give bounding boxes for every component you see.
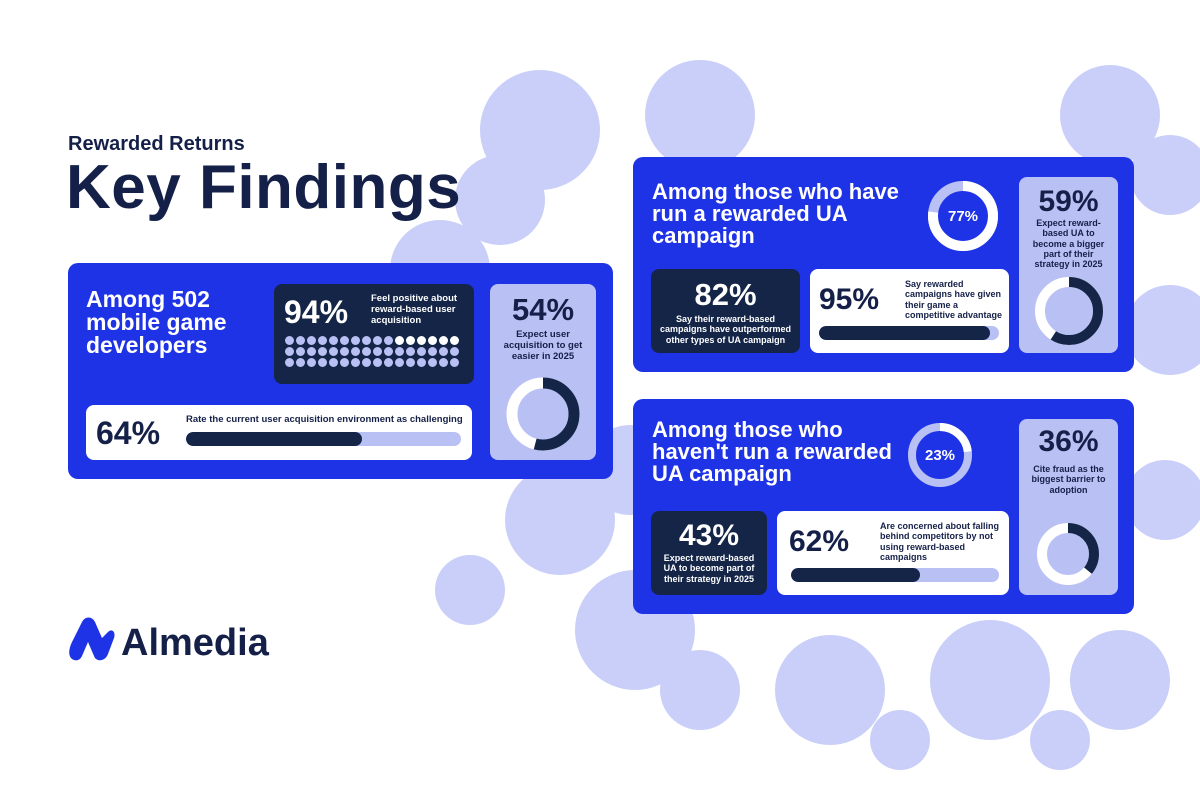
panel-heading: Among 502 mobile game developers	[86, 286, 227, 358]
dot	[373, 358, 382, 367]
ring-label: 23%	[925, 447, 955, 464]
panel-heading: Among those who have run a rewarded UA c…	[652, 179, 899, 248]
dot	[329, 358, 338, 367]
dot	[307, 358, 316, 367]
dot	[318, 358, 327, 367]
report-kicker: Rewarded Returns	[68, 133, 245, 155]
dot	[318, 336, 327, 345]
dot	[340, 358, 349, 367]
dot	[296, 358, 305, 367]
ring-77: 77%	[928, 181, 998, 251]
stat-card-54: 54% Expect user acquisition to get easie…	[490, 284, 596, 460]
dot	[285, 336, 294, 345]
stat-value: 54%	[511, 292, 575, 327]
dot	[439, 336, 448, 345]
dot	[340, 336, 349, 345]
panel-heading: Among those who haven't run a rewarded U…	[652, 417, 892, 486]
stat-description: Rate the current user acquisition enviro…	[186, 414, 463, 425]
donut-54	[506, 377, 580, 451]
stat-card-95: 95% Say rewarded campaigns have given th…	[810, 269, 1009, 353]
dot	[285, 358, 294, 367]
dot	[362, 336, 371, 345]
progress-fill	[791, 568, 920, 582]
stat-value: 95%	[819, 283, 880, 316]
dot	[285, 347, 294, 356]
dot	[351, 358, 360, 367]
stat-description: Feel positive about reward-based user ac…	[371, 293, 458, 326]
stat-value: 64%	[96, 415, 161, 451]
dot	[384, 347, 393, 356]
dot	[450, 347, 459, 356]
progress-bar-64	[186, 432, 461, 446]
stat-card-59: 59% Expect reward-based UA to become a b…	[1019, 177, 1118, 353]
stat-value: 43%	[678, 519, 740, 552]
donut-36	[1037, 523, 1099, 585]
stat-description: Say rewarded campaigns have given their …	[905, 279, 1003, 321]
dot	[362, 347, 371, 356]
dot	[373, 336, 382, 345]
dot	[329, 336, 338, 345]
dot	[384, 358, 393, 367]
stat-value: 59%	[1038, 185, 1099, 218]
stat-card-36: 36% Cite fraud as the biggest barrier to…	[1019, 419, 1118, 595]
dot	[329, 347, 338, 356]
progress-bar-62	[791, 568, 999, 582]
dot	[351, 347, 360, 356]
stat-value: 94%	[284, 294, 349, 330]
dot	[351, 336, 360, 345]
almedia-logo-icon	[69, 617, 115, 661]
stat-value: 36%	[1038, 425, 1099, 458]
dot	[307, 347, 316, 356]
stat-value: 82%	[694, 277, 757, 312]
progress-fill	[186, 432, 362, 446]
dot	[395, 336, 404, 345]
dot	[395, 358, 404, 367]
dot	[307, 336, 316, 345]
dot	[450, 358, 459, 367]
ring-23: 23%	[908, 423, 972, 487]
stat-description: Cite fraud as the biggest barrier to ado…	[1031, 464, 1106, 495]
stat-card-82: 82% Say their reward-based campaigns hav…	[651, 269, 800, 353]
dot	[428, 347, 437, 356]
dot	[296, 347, 305, 356]
panel-have-run: Among those who have run a rewarded UA c…	[633, 157, 1134, 372]
dot	[428, 336, 437, 345]
stat-card-43: 43% Expect reward-based UA to become par…	[651, 511, 767, 595]
dot	[318, 347, 327, 356]
dot	[373, 347, 382, 356]
stat-description: Expect reward-based UA to become a bigge…	[1032, 218, 1105, 270]
dot	[406, 336, 415, 345]
panel-all-developers: Among 502 mobile game developers 94% Fee…	[68, 263, 613, 479]
panel-not-run: Among those who haven't run a rewarded U…	[633, 399, 1134, 614]
dot	[362, 358, 371, 367]
progress-bar-95	[819, 326, 999, 340]
dot	[406, 358, 415, 367]
stat-description: Expect user acquisition to get easier in…	[503, 329, 583, 362]
dot	[439, 347, 448, 356]
dot	[384, 336, 393, 345]
progress-fill	[819, 326, 990, 340]
dot	[417, 336, 426, 345]
stat-card-64: 64% Rate the current user acquisition en…	[86, 405, 472, 460]
dot	[417, 358, 426, 367]
dot	[417, 347, 426, 356]
dot	[428, 358, 437, 367]
stat-description: Are concerned about falling behind compe…	[880, 521, 1000, 563]
dot	[296, 336, 305, 345]
dot	[406, 347, 415, 356]
page-title: Key Findings	[66, 153, 462, 222]
brand-name: Almedia	[121, 622, 269, 664]
ring-label: 77%	[948, 208, 978, 225]
stat-card-62: 62% Are concerned about falling behind c…	[777, 511, 1009, 595]
stat-card-94: 94% Feel positive about reward-based use…	[274, 284, 474, 384]
dot	[395, 347, 404, 356]
dot-matrix	[285, 336, 459, 367]
stat-description: Expect reward-based UA to become part of…	[663, 553, 755, 584]
dot	[439, 358, 448, 367]
dot	[340, 347, 349, 356]
donut-59	[1035, 277, 1103, 345]
dot	[450, 336, 459, 345]
stat-description: Say their reward-based campaigns have ou…	[659, 314, 792, 345]
stat-value: 62%	[789, 525, 850, 558]
